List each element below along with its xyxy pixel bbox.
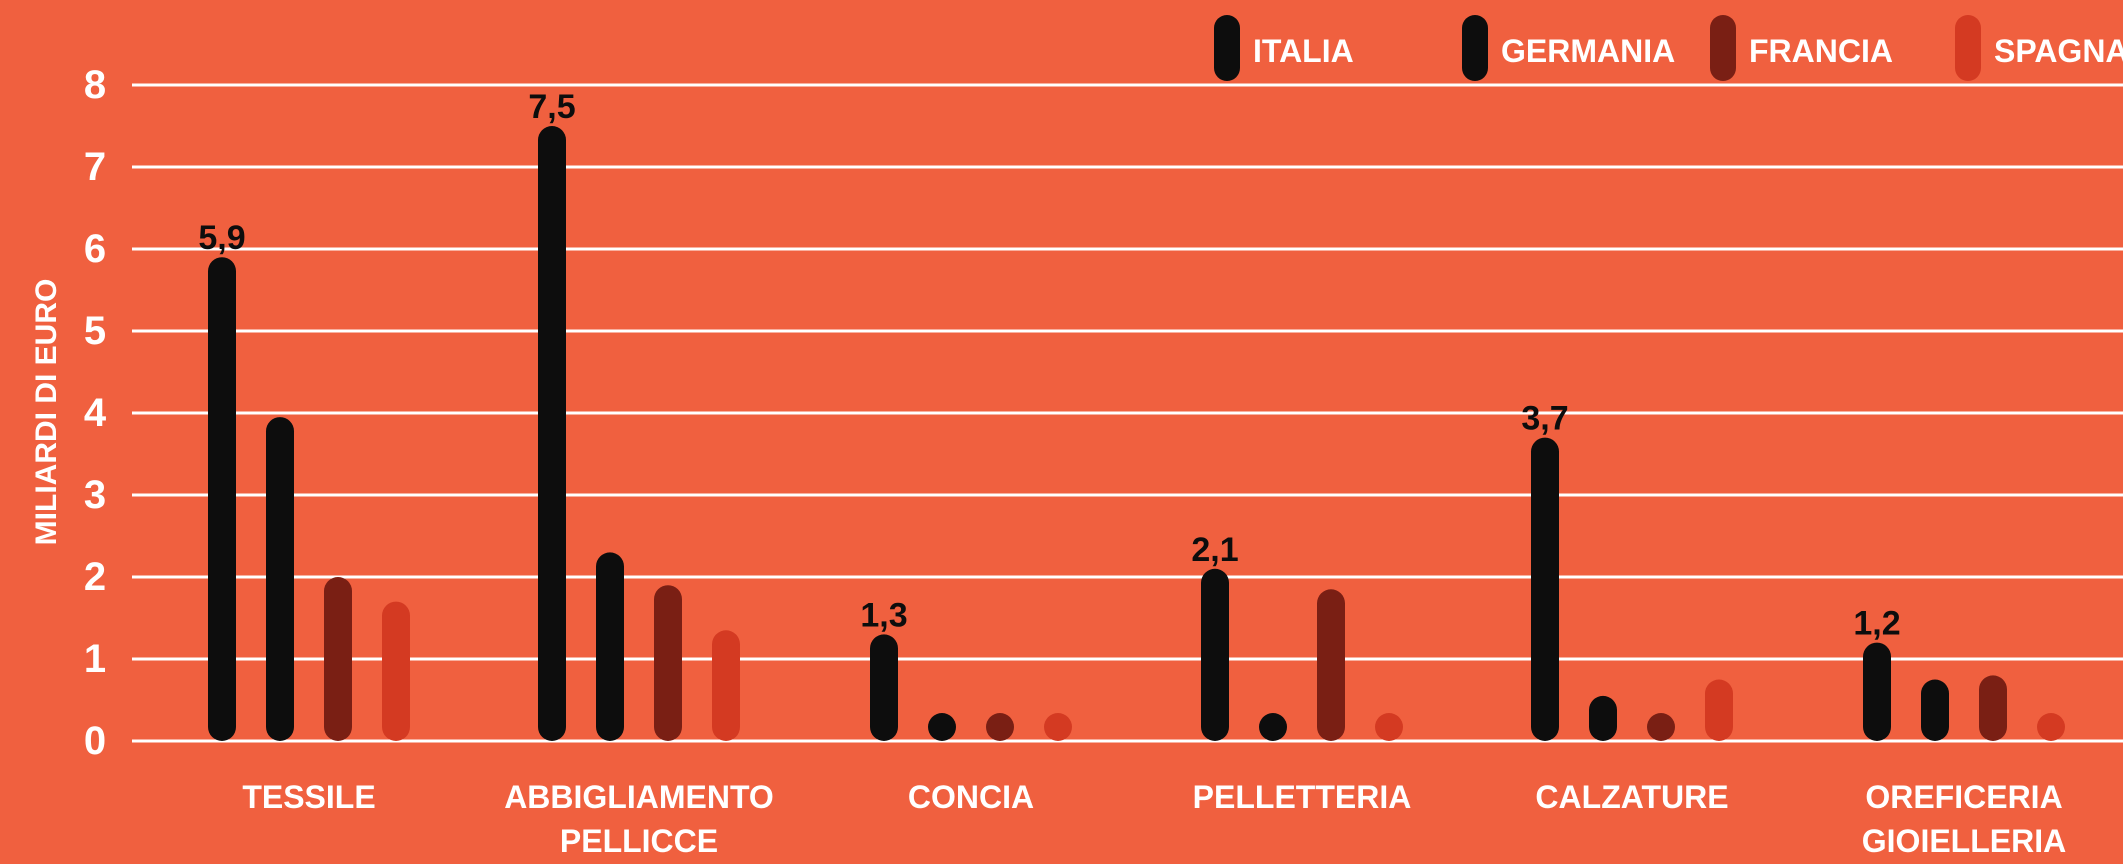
bar-francia-4 bbox=[1647, 713, 1675, 741]
value-label-1: 7,5 bbox=[528, 88, 575, 126]
value-labels: 5,9 7,5 1,3 2,1 3,7 1,2 bbox=[198, 88, 1900, 643]
bar-germania-2 bbox=[928, 713, 956, 741]
y-axis-title: MILIARDI DI EURO bbox=[30, 279, 63, 546]
value-label-2: 1,3 bbox=[860, 596, 907, 634]
value-label-0: 5,9 bbox=[198, 219, 245, 257]
bar-germania-1 bbox=[596, 552, 624, 741]
category-label: TESSILE bbox=[242, 779, 375, 815]
y-axis-ticks: 0 1 2 3 4 5 6 7 8 bbox=[84, 63, 107, 763]
category-label: ABBIGLIAMENTO PELLICCE bbox=[504, 779, 774, 859]
value-label-4: 3,7 bbox=[1521, 400, 1568, 438]
bar-spagna-3 bbox=[1375, 713, 1403, 741]
bar-italia-4 bbox=[1531, 437, 1559, 741]
bar-francia-3 bbox=[1317, 589, 1345, 741]
legend-label: ITALIA bbox=[1253, 33, 1354, 69]
y-tick-label: 4 bbox=[84, 391, 107, 435]
bar-germania-5 bbox=[1921, 679, 1949, 741]
category-label: CONCIA bbox=[908, 779, 1034, 815]
y-tick-label: 2 bbox=[84, 555, 106, 599]
bar-italia-5 bbox=[1863, 642, 1891, 741]
bars bbox=[208, 126, 2065, 741]
legend-swatch bbox=[1214, 15, 1240, 81]
y-tick-label: 8 bbox=[84, 63, 106, 107]
legend-swatch bbox=[1955, 15, 1981, 81]
bar-italia-0 bbox=[208, 257, 236, 741]
y-tick-label: 5 bbox=[84, 309, 106, 353]
y-tick-label: 6 bbox=[84, 227, 106, 271]
bar-francia-5 bbox=[1979, 675, 2007, 741]
legend-label: FRANCIA bbox=[1749, 33, 1893, 69]
legend: ITALIA GERMANIA FRANCIA SPAGNA bbox=[1214, 15, 2123, 81]
y-tick-label: 0 bbox=[84, 719, 106, 763]
value-label-3: 2,1 bbox=[1191, 531, 1238, 569]
bar-germania-4 bbox=[1589, 695, 1617, 741]
value-label-5: 1,2 bbox=[1853, 605, 1900, 643]
bar-francia-0 bbox=[324, 577, 352, 741]
category-labels: TESSILE ABBIGLIAMENTO PELLICCE CONCIA PELLET… bbox=[242, 779, 2066, 859]
bar-francia-1 bbox=[654, 585, 682, 741]
category-label: OREFICERIA GIOIELLERIA bbox=[1862, 779, 2066, 859]
bar-germania-3 bbox=[1259, 713, 1287, 741]
bar-spagna-4 bbox=[1705, 679, 1733, 741]
bar-spagna-0 bbox=[382, 601, 410, 741]
bar-germania-0 bbox=[266, 417, 294, 741]
y-tick-label: 3 bbox=[84, 473, 106, 517]
y-tick-label: 1 bbox=[84, 637, 106, 681]
legend-label: SPAGNA bbox=[1994, 33, 2123, 69]
bar-francia-2 bbox=[986, 713, 1014, 741]
bar-italia-3 bbox=[1201, 568, 1229, 741]
legend-swatch bbox=[1710, 15, 1736, 81]
bar-italia-2 bbox=[870, 634, 898, 741]
bar-spagna-2 bbox=[1044, 713, 1072, 741]
gridlines bbox=[132, 83, 2123, 743]
bar-spagna-1 bbox=[712, 630, 740, 741]
bar-italia-1 bbox=[538, 126, 566, 741]
bar-spagna-5 bbox=[2037, 713, 2065, 741]
category-label: CALZATURE bbox=[1535, 779, 1728, 815]
legend-label: GERMANIA bbox=[1501, 33, 1675, 69]
category-label: PELLETTERIA bbox=[1193, 779, 1412, 815]
y-tick-label: 7 bbox=[84, 145, 106, 189]
legend-swatch bbox=[1462, 15, 1488, 81]
